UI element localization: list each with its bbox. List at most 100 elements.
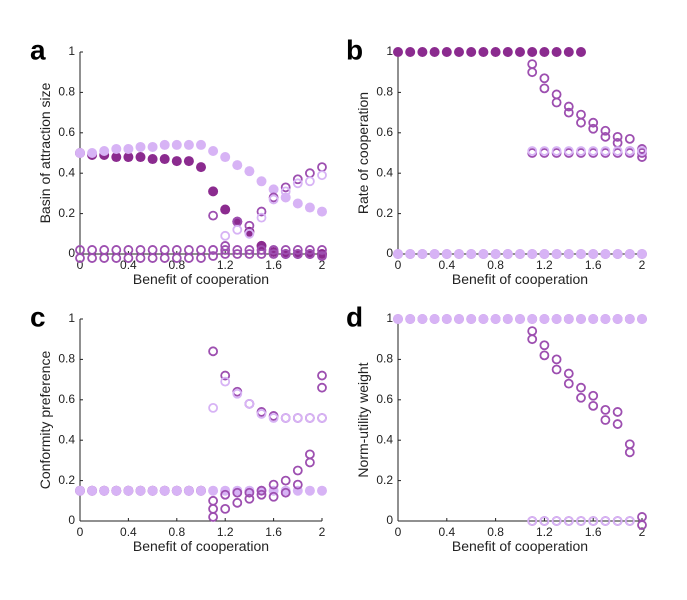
data-point bbox=[99, 145, 110, 156]
data-point bbox=[196, 253, 206, 263]
data-point bbox=[600, 415, 611, 425]
data-point bbox=[576, 146, 586, 156]
data-point bbox=[527, 59, 538, 70]
data-point bbox=[441, 314, 452, 324]
data-point bbox=[576, 392, 586, 403]
data-point bbox=[292, 479, 303, 490]
x-tick-label: 1.6 bbox=[265, 525, 282, 539]
data-point bbox=[588, 390, 599, 401]
data-point bbox=[527, 249, 538, 259]
data-point bbox=[232, 160, 243, 171]
data-point bbox=[220, 230, 231, 241]
data-point bbox=[135, 245, 146, 255]
x-tick-label: 0.4 bbox=[120, 258, 137, 272]
x-tick-label: 0 bbox=[395, 258, 402, 272]
data-point bbox=[588, 146, 599, 156]
x-tick-label: 0 bbox=[77, 258, 84, 272]
data-point bbox=[75, 485, 85, 496]
series-light-open-upper bbox=[208, 376, 327, 423]
data-point bbox=[208, 346, 219, 357]
data-point bbox=[244, 228, 255, 239]
data-point bbox=[576, 314, 586, 324]
panel-c: c 0 0.2 0.4 0.6 0.8 1 0 0.4 0.8 1.2 1.6 2 Benefit of … bbox=[30, 301, 327, 554]
data-point bbox=[317, 370, 327, 381]
series-light-filled-zero bbox=[393, 249, 647, 259]
y-tick-label: 0.6 bbox=[376, 392, 393, 406]
data-point bbox=[563, 368, 574, 379]
data-point bbox=[111, 253, 122, 263]
data-point bbox=[576, 109, 586, 120]
data-point bbox=[502, 47, 513, 57]
data-point bbox=[588, 117, 599, 128]
data-point bbox=[563, 516, 574, 526]
data-point bbox=[135, 485, 146, 496]
data-point bbox=[196, 162, 206, 173]
data-point bbox=[232, 249, 243, 259]
series-dark-open-descending bbox=[527, 326, 647, 530]
data-point bbox=[220, 503, 231, 514]
data-point bbox=[87, 148, 98, 158]
data-point bbox=[147, 253, 158, 263]
data-point bbox=[208, 495, 219, 506]
data-point bbox=[292, 178, 303, 189]
data-point bbox=[563, 146, 574, 156]
data-point bbox=[171, 253, 182, 263]
data-point bbox=[600, 516, 611, 526]
data-point bbox=[220, 249, 231, 259]
data-point bbox=[600, 146, 611, 156]
series-light-filled bbox=[75, 139, 327, 217]
data-point bbox=[171, 156, 182, 167]
data-point bbox=[135, 253, 146, 263]
panel-b: b 0 0.2 0.4 0.6 0.8 1 0 0.4 0.8 1.2 1.6 2 Benefit of … bbox=[346, 34, 647, 287]
data-point bbox=[478, 249, 489, 259]
data-point bbox=[280, 249, 291, 259]
data-point bbox=[232, 485, 243, 496]
data-point bbox=[539, 314, 550, 324]
data-point bbox=[588, 516, 599, 526]
y-tick-label: 0 bbox=[68, 513, 75, 527]
x-tick-label: 2 bbox=[319, 525, 326, 539]
data-point bbox=[624, 146, 635, 156]
y-tick-label: 0.2 bbox=[376, 473, 393, 487]
data-point bbox=[637, 146, 647, 156]
y-tick-label: 1 bbox=[386, 44, 393, 58]
data-point bbox=[208, 145, 219, 156]
data-point bbox=[576, 516, 586, 526]
data-point bbox=[624, 133, 635, 144]
data-point bbox=[304, 485, 315, 496]
data-point bbox=[405, 314, 416, 324]
data-point bbox=[551, 47, 562, 57]
series-light-open-half bbox=[527, 146, 647, 156]
data-point bbox=[123, 253, 134, 263]
data-point bbox=[624, 314, 635, 324]
data-point bbox=[478, 47, 489, 57]
data-point bbox=[111, 143, 122, 154]
data-point bbox=[612, 419, 623, 429]
data-point bbox=[490, 47, 501, 57]
data-point bbox=[268, 245, 279, 255]
y-tick-label: 1 bbox=[68, 311, 75, 325]
data-point bbox=[478, 314, 489, 324]
data-point bbox=[256, 176, 267, 187]
data-point bbox=[232, 497, 243, 508]
data-point bbox=[99, 253, 110, 263]
y-tick-label: 0.8 bbox=[376, 352, 393, 366]
data-point bbox=[563, 107, 574, 118]
data-point bbox=[429, 47, 440, 57]
data-point bbox=[183, 139, 194, 150]
x-axis-label: Benefit of cooperation bbox=[452, 271, 588, 287]
data-point bbox=[317, 245, 327, 255]
data-point bbox=[135, 141, 146, 152]
data-point bbox=[317, 413, 327, 423]
data-point bbox=[317, 251, 327, 261]
x-tick-label: 2 bbox=[639, 525, 646, 539]
x-tick-label: 1.2 bbox=[536, 525, 553, 539]
data-point bbox=[268, 479, 279, 490]
data-point bbox=[551, 146, 562, 156]
data-point bbox=[393, 249, 403, 259]
data-point bbox=[147, 141, 158, 152]
data-point bbox=[429, 249, 440, 259]
y-axis-label: Basin of attraction size bbox=[37, 82, 53, 223]
data-point bbox=[208, 503, 219, 514]
x-tick-label: 0.8 bbox=[168, 258, 185, 272]
